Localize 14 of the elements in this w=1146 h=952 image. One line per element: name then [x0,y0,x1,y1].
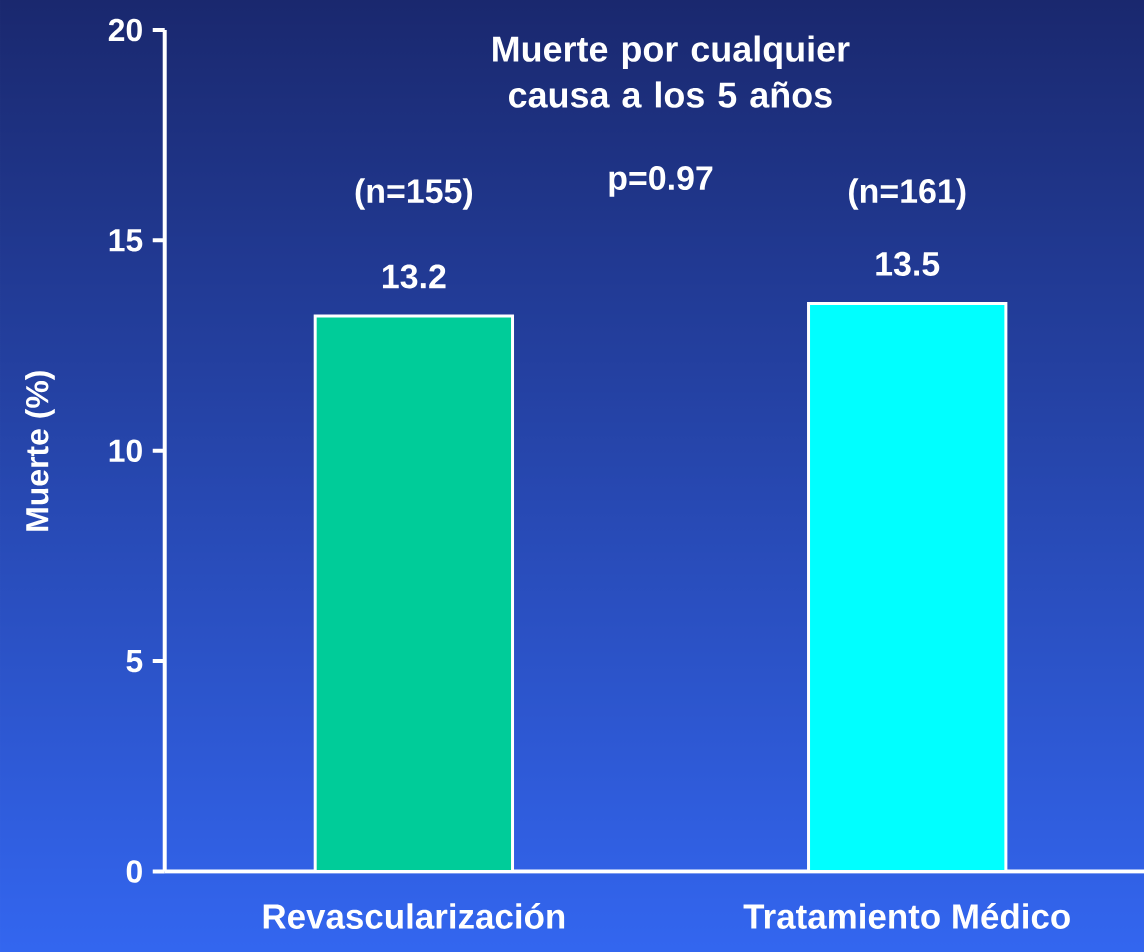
data-label: 13.5 [876,251,940,276]
x-tick-label: Revascularización [263,902,565,929]
y-tick-label: 15 [109,229,143,252]
y-tick-label: 20 [108,18,142,42]
annotation: p=0.97 [609,165,713,197]
y-tick-label: 5 [126,649,143,673]
y-tick-label: 10 [109,439,142,462]
text: Muerte por cualquier causa a los 5 años [493,35,850,108]
data-label: 13.2 [382,264,446,289]
annotation: (n=155) [355,178,473,210]
annotation: (n=161) [849,178,966,210]
x-tick-label: Tratamiento Médico [743,902,1070,929]
y-tick-label: 0 [126,860,142,883]
y-axis-title: Muerte (%) [25,371,55,531]
